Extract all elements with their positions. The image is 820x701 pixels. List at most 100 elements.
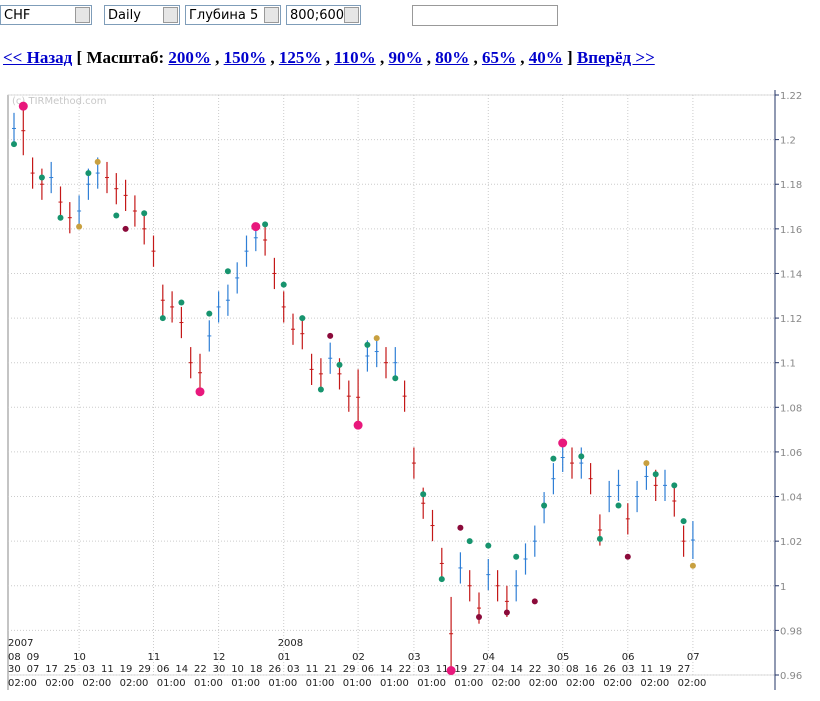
marker [680,518,687,525]
time-label: 02:00 [678,678,707,689]
marker [689,562,696,569]
marker [280,281,287,288]
day-label: 26 [603,664,616,675]
separator: , [426,48,431,67]
marker [195,387,205,397]
symbol-select[interactable]: CHF [0,5,92,25]
y-tick-label: 1.06 [780,448,802,459]
day-label: 03 [287,664,300,675]
time-label: 01:00 [417,678,446,689]
back-link[interactable]: << Назад [3,48,73,67]
scale-link[interactable]: 80% [435,48,470,67]
time-label: 01:00 [231,678,260,689]
month-label: 01 [278,652,291,663]
marker [178,299,185,306]
time-label: 02:00 [82,678,111,689]
marker [57,214,64,221]
day-label: 25 [64,664,77,675]
day-label: 30 [213,664,226,675]
size-select[interactable]: 800;600 [286,5,361,25]
marker [541,502,548,509]
time-label: 01:00 [454,678,483,689]
scale-link[interactable]: 200% [168,48,211,67]
marker [392,375,399,382]
day-label: 03 [417,664,430,675]
day-label: 06 [157,664,170,675]
month-label: 12 [213,652,226,663]
scale-link[interactable]: 90% [388,48,423,67]
y-tick-label: 1.14 [780,269,802,280]
day-label: 19 [659,664,672,675]
month-label: 11 [148,652,161,663]
time-label: 02:00 [8,678,37,689]
day-label: 14 [380,664,393,675]
day-label: 03 [82,664,95,675]
marker [438,576,445,583]
y-tick-label: 1.08 [780,403,802,414]
month-label: 07 [687,652,700,663]
marker [624,553,631,560]
day-label: 14 [510,664,523,675]
marker [262,221,269,228]
day-label: 19 [120,664,133,675]
day-label: 16 [585,664,598,675]
day-label: 19 [454,664,467,675]
time-label: 01:00 [380,678,409,689]
bracket: [ [76,48,83,67]
marker [94,158,101,165]
text-input[interactable] [412,5,558,26]
day-label: 27 [473,664,486,675]
marker [18,101,28,111]
day-label: 11 [101,664,114,675]
day-label: 22 [194,664,207,675]
marker [353,420,363,430]
scale-link[interactable]: 125% [278,48,322,67]
marker [85,170,92,177]
y-tick-label: 1.18 [780,180,802,191]
marker [513,553,520,560]
month-label: 06 [622,652,635,663]
y-tick-label: 1.02 [780,537,802,548]
time-label: 02:00 [120,678,149,689]
separator: , [473,48,478,67]
marker [317,386,324,393]
marker [113,212,120,219]
month-label: 02 [352,652,365,663]
marker [373,335,380,342]
watermark: (c) TIRMethod.com [12,96,107,107]
time-label: 02:00 [492,678,521,689]
marker [550,455,557,462]
y-tick-label: 1.04 [780,493,802,504]
day-label: 11 [306,664,319,675]
marker [76,223,83,230]
marker [615,502,622,509]
day-label: 29 [343,664,356,675]
scale-link[interactable]: 40% [528,48,563,67]
time-label: 01:00 [157,678,186,689]
day-label: 27 [678,664,691,675]
day-label: 30 [8,664,21,675]
time-label: 01:00 [268,678,297,689]
year-label: 2008 [278,638,303,649]
forward-link[interactable]: Вперёд >> [576,48,655,67]
day-label: 26 [268,664,281,675]
marker [503,609,510,616]
day-label: 29 [138,664,151,675]
depth-select[interactable]: Глубина 5 [185,5,281,25]
scale-link[interactable]: 65% [481,48,516,67]
day-label: 22 [399,664,412,675]
marker [336,361,343,368]
separator: , [379,48,385,67]
marker [643,460,650,467]
period-select[interactable]: Daily [104,5,180,25]
separator: , [270,48,275,67]
scale-link[interactable]: 150% [223,48,267,67]
scales: 200% , 150% , 125% , 110% , 90% , 80% , … [168,48,567,67]
day-label: 30 [547,664,560,675]
marker [11,141,17,148]
scale-link[interactable]: 110% [334,48,376,67]
y-tick-label: 1 [780,582,786,593]
day-label: 06 [361,664,374,675]
